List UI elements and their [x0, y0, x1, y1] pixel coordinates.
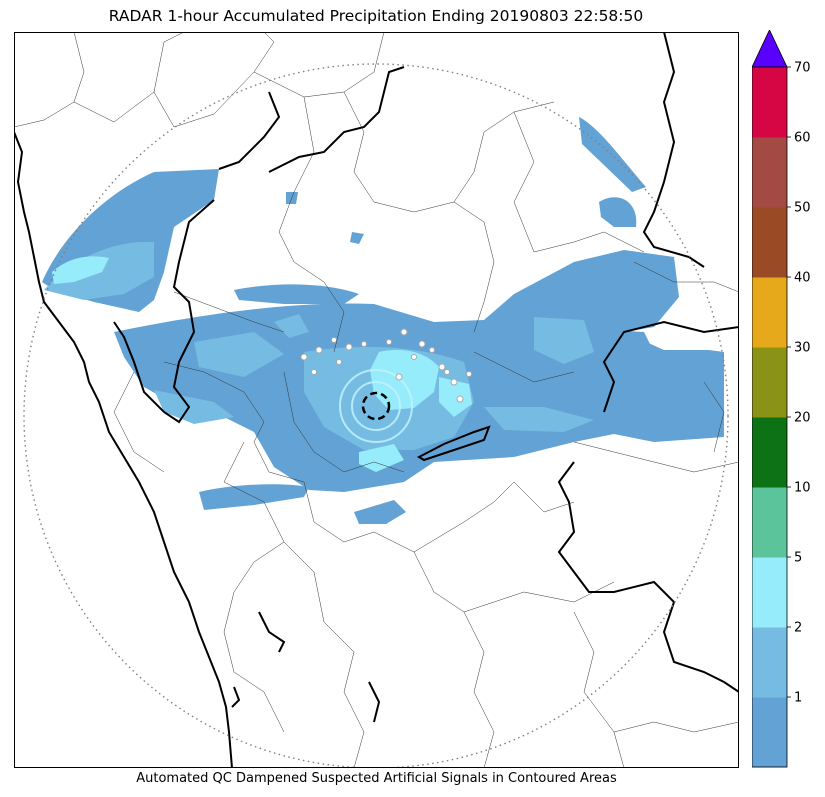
radar-clutter-rings [339, 369, 413, 443]
colorbar-band [752, 487, 787, 558]
colorbar-band [752, 557, 787, 628]
radar-range-ring [23, 63, 729, 768]
colorbar-extend-arrow [752, 30, 788, 68]
colorbar-ticks: 1 2 5 10 20 30 40 50 60 70 [787, 61, 811, 706]
colorbar-bands [752, 67, 787, 768]
colorbar-band [752, 697, 787, 768]
colorbar-tick-label: 50 [794, 201, 811, 216]
colorbar-tick-label: 1 [794, 691, 802, 706]
qc-caption: Automated QC Dampened Suspected Artifici… [136, 771, 617, 786]
radar-site-marker[interactable] [361, 391, 391, 421]
colorbar-band [752, 137, 787, 208]
colorbar-top-label: 70 [794, 61, 811, 76]
map-frame [14, 32, 739, 768]
precipitation-heavier [52, 256, 472, 472]
colorbar-band [752, 67, 787, 138]
colorbar-tick-label: 60 [794, 131, 811, 146]
colorbar: 1 2 5 10 20 30 40 50 60 70 [752, 30, 811, 768]
district-boundaries [14, 32, 739, 768]
colorbar-band [752, 207, 787, 278]
colorbar-band [752, 417, 787, 488]
colorbar-tick-label: 2 [794, 621, 802, 636]
colorbar-tick-label: 40 [794, 271, 811, 286]
qc-dampened-contours [300, 328, 472, 403]
state-boundaries [14, 32, 739, 768]
colorbar-frame [752, 66, 788, 768]
colorbar-tick-label: 30 [794, 341, 811, 356]
colorbar-tick-label: 10 [794, 481, 811, 496]
map-title: RADAR 1-hour Accumulated Precipitation E… [108, 7, 644, 25]
colorbar-band [752, 347, 787, 418]
colorbar-band [752, 277, 787, 348]
precipitation-moderate [44, 241, 594, 450]
colorbar-tick-label: 20 [794, 411, 811, 426]
radar-map[interactable] [14, 32, 739, 768]
colorbar-tick-label: 5 [794, 551, 802, 566]
colorbar-band [752, 627, 787, 698]
